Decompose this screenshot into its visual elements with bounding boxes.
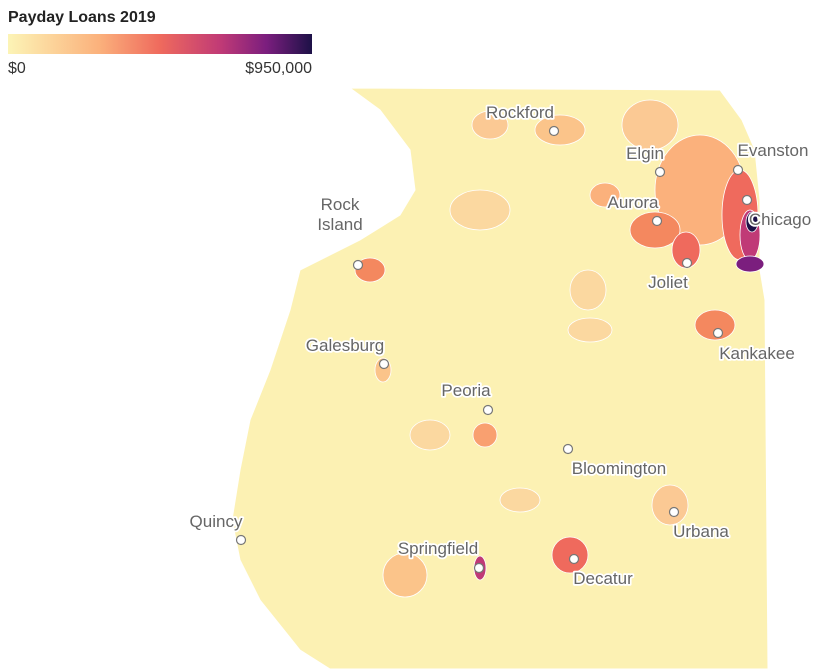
city-marker [482, 404, 494, 416]
city-label: Rockford [486, 103, 554, 122]
legend-min: $0 [8, 60, 26, 77]
city-marker [712, 327, 724, 339]
city-label: Joliet [648, 273, 688, 292]
city-label: Urbana [673, 522, 729, 541]
city-marker [562, 443, 574, 455]
city-marker [732, 164, 744, 176]
city-marker [741, 194, 753, 206]
city-marker [668, 506, 680, 518]
city-label: Rock [321, 195, 360, 214]
city-label: Elgin [626, 144, 664, 163]
city-label: Bloomington [572, 459, 667, 478]
city-marker [568, 553, 580, 565]
city-label: Quincy [190, 512, 243, 531]
title: Payday Loans 2019 [8, 9, 156, 26]
city-marker [548, 125, 560, 137]
cities: Rockford Elgin Evanston Aurora Chicago RockIs… [188, 101, 813, 590]
city-marker [654, 166, 666, 178]
city-label: Chicago [749, 210, 811, 229]
city-marker [378, 358, 390, 370]
city-marker [473, 562, 485, 574]
city-marker [681, 257, 693, 269]
city-marker [651, 215, 663, 227]
city-label: Island [317, 215, 362, 234]
legend-ramp [8, 34, 312, 54]
legend-max: $950,000 [245, 60, 312, 77]
city-label: Evanston [738, 141, 809, 160]
city-label: Decatur [573, 569, 633, 588]
city-label: Springfield [398, 539, 478, 558]
city-label: Galesburg [306, 336, 384, 355]
city-label: Peoria [441, 381, 491, 400]
city-label: Aurora [607, 193, 659, 212]
city-label: Kankakee [719, 344, 795, 363]
city-marker [235, 534, 247, 546]
city-marker [352, 259, 364, 271]
